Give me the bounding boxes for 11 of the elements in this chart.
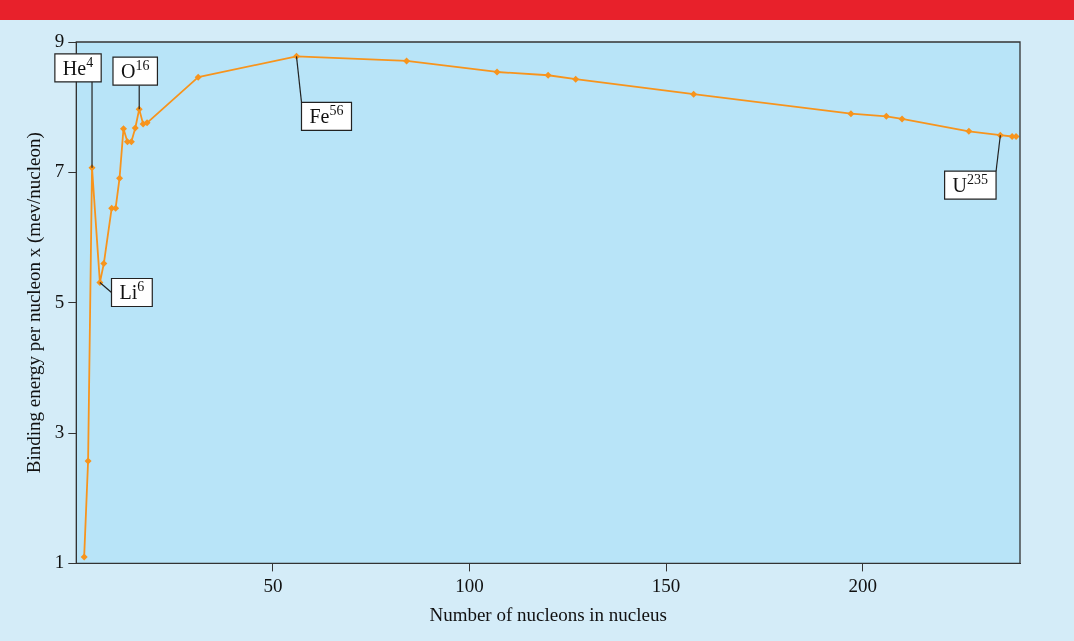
y-tick-label: 5 bbox=[54, 290, 65, 312]
x-axis-title: Number of nucleons in nucleus bbox=[429, 603, 667, 625]
y-tick-label: 1 bbox=[54, 551, 65, 573]
x-tick-label: 200 bbox=[848, 574, 877, 596]
y-tick-label: 3 bbox=[54, 421, 65, 443]
x-tick-label: 100 bbox=[455, 574, 484, 596]
x-tick-label: 150 bbox=[651, 574, 681, 596]
y-tick-label: 7 bbox=[54, 160, 65, 182]
y-tick-label: 9 bbox=[54, 29, 65, 51]
y-axis-title: Binding energy per nucleon x (mev/nucleon) bbox=[23, 132, 46, 474]
x-tick-label: 50 bbox=[263, 574, 283, 596]
